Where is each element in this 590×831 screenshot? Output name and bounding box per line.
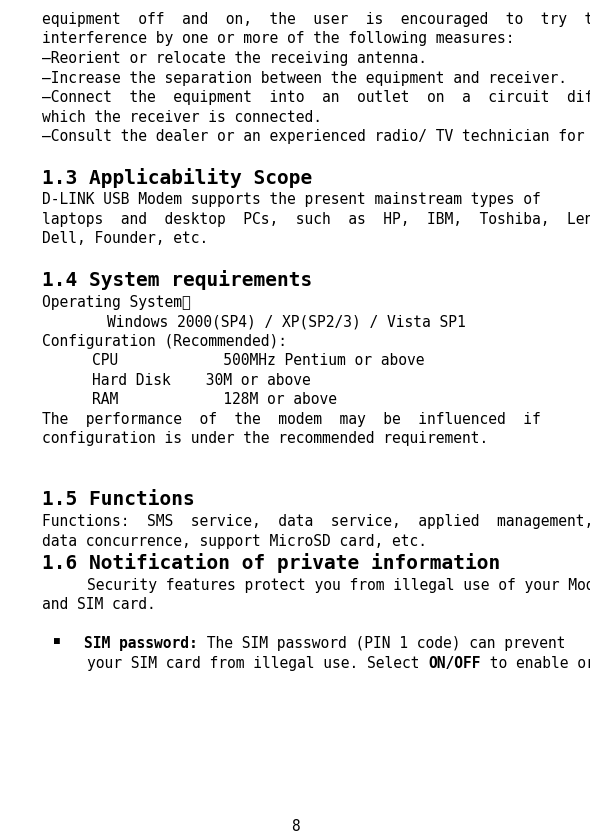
Text: 1.6 Notification of private information: 1.6 Notification of private information <box>42 553 500 573</box>
Text: The SIM password (PIN 1 code) can prevent: The SIM password (PIN 1 code) can preven… <box>198 636 565 651</box>
Text: 1.5 Functions: 1.5 Functions <box>42 489 195 509</box>
Text: CPU            500MHz Pentium or above: CPU 500MHz Pentium or above <box>92 353 424 368</box>
Text: SIM password:: SIM password: <box>84 636 198 651</box>
Text: ■: ■ <box>54 636 60 646</box>
Text: and SIM card.: and SIM card. <box>42 597 156 612</box>
Text: Security features protect you from illegal use of your Modem: Security features protect you from illeg… <box>87 578 590 593</box>
Text: your SIM card from illegal use. Select: your SIM card from illegal use. Select <box>87 656 428 671</box>
Text: equipment  off  and  on,  the  user  is  encouraged  to  try  to  correct  the: equipment off and on, the user is encour… <box>42 12 590 27</box>
Text: Configuration (Recommended):: Configuration (Recommended): <box>42 334 287 349</box>
Text: Windows 2000(SP4) / XP(SP2/3) / Vista SP1: Windows 2000(SP4) / XP(SP2/3) / Vista SP… <box>107 314 466 329</box>
Text: 8: 8 <box>291 819 299 831</box>
Text: which the receiver is connected.: which the receiver is connected. <box>42 110 322 125</box>
Text: —Consult the dealer or an experienced radio/ TV technician for help.: —Consult the dealer or an experienced ra… <box>42 129 590 144</box>
Text: configuration is under the recommended requirement.: configuration is under the recommended r… <box>42 431 489 446</box>
Text: 1.4 System requirements: 1.4 System requirements <box>42 270 312 290</box>
Text: Hard Disk    30M or above: Hard Disk 30M or above <box>92 373 311 388</box>
Text: —Increase the separation between the equipment and receiver.: —Increase the separation between the equ… <box>42 71 567 86</box>
Text: ON/OFF: ON/OFF <box>428 656 481 671</box>
Text: 1.3 Applicability Scope: 1.3 Applicability Scope <box>42 168 312 188</box>
Text: data concurrence, support MicroSD card, etc.: data concurrence, support MicroSD card, … <box>42 534 427 548</box>
Text: to enable or: to enable or <box>481 656 590 671</box>
Text: Operating System：: Operating System： <box>42 295 191 310</box>
Text: Dell, Founder, etc.: Dell, Founder, etc. <box>42 231 208 246</box>
Text: laptops  and  desktop  PCs,  such  as  HP,  IBM,  Toshiba,  Lenovo,: laptops and desktop PCs, such as HP, IBM… <box>42 212 590 227</box>
Text: D-LINK USB Modem supports the present mainstream types of: D-LINK USB Modem supports the present ma… <box>42 192 541 208</box>
Text: interference by one or more of the following measures:: interference by one or more of the follo… <box>42 32 514 47</box>
Text: Functions:  SMS  service,  data  service,  applied  management,: Functions: SMS service, data service, ap… <box>42 514 590 529</box>
Text: —Reorient or relocate the receiving antenna.: —Reorient or relocate the receiving ante… <box>42 51 427 66</box>
Text: The  performance  of  the  modem  may  be  influenced  if: The performance of the modem may be infl… <box>42 411 541 427</box>
Text: RAM            128M or above: RAM 128M or above <box>92 392 337 407</box>
Text: —Connect  the  equipment  into  an  outlet  on  a  circuit  different  from  tha: —Connect the equipment into an outlet on… <box>42 90 590 105</box>
